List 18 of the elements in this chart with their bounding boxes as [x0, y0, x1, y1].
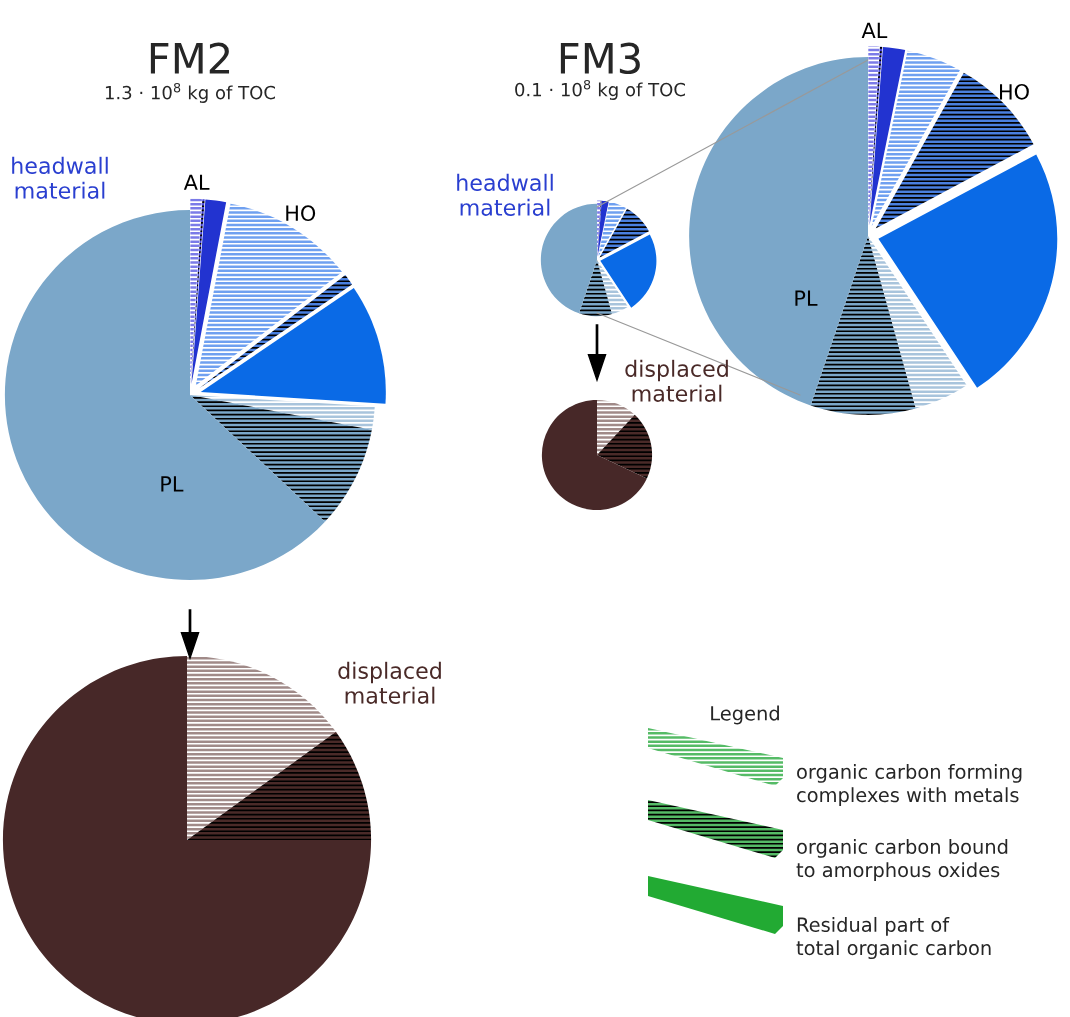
- text: headwall material: [457, 173, 553, 216]
- slice-label: AL: [861, 22, 888, 38]
- text: Legend: [711, 705, 779, 725]
- slice-label: PL: [795, 290, 818, 306]
- text: Residual part of total organic carbon: [796, 916, 991, 960]
- text: organic carbon bound to amorphous oxides: [796, 838, 1008, 882]
- slice-label: HO: [1000, 83, 1029, 100]
- chart-title: FM2: [150, 42, 230, 74]
- chart-title: FM3: [560, 42, 640, 75]
- text: displaced material: [338, 661, 441, 704]
- text: displaced material: [625, 359, 728, 402]
- chart-subtitle: 1.3 · 10$^{8}$ kg of TOC: [105, 82, 275, 103]
- text: headwall material: [12, 156, 108, 199]
- slice-label: AL: [183, 174, 210, 190]
- slice-label: PL: [161, 476, 184, 492]
- text: 0.1 · 10$^{8}$ kg of TOC: [515, 79, 685, 100]
- slice-label: HO: [286, 205, 316, 222]
- text: organic carbon forming complexes with metals: [797, 763, 1022, 807]
